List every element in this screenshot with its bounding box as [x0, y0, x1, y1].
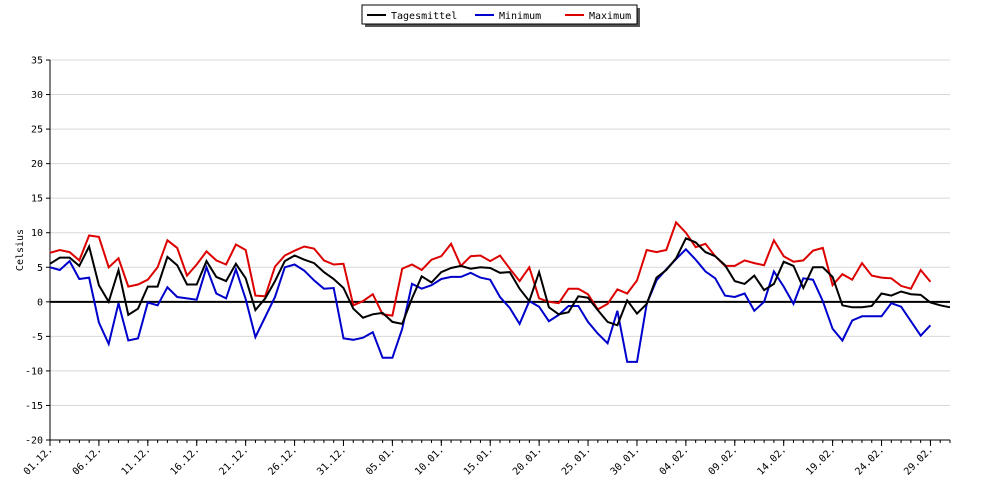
legend-label-minimum: Minimum [499, 11, 541, 22]
series-line-maximum [49, 220, 932, 317]
y-tick-label: 20 [31, 159, 43, 170]
x-tick-labels: 01.12. 06.12. 11.12. 16.12. 21.12. 26.12. 31.1… [22, 444, 936, 477]
y-tick-label: 0 [37, 297, 43, 308]
x-tick-label: 21.12. [217, 444, 250, 477]
legend-label-maximum: Maximum [589, 11, 631, 22]
legend-item-tagesmittel: Tagesmittel [367, 11, 457, 22]
x-tick-label: 31.12. [315, 444, 348, 477]
series-lines [49, 220, 951, 363]
y-tick-label: 5 [37, 263, 43, 274]
x-tick-label: 11.12. [120, 444, 153, 477]
x-tick-label: 10.01. [413, 444, 446, 477]
legend-item-maximum: Maximum [565, 11, 631, 22]
y-tick-label: -15 [25, 401, 43, 412]
x-tick-label: 04.02. [658, 444, 691, 477]
y-tick-label: 30 [31, 90, 43, 101]
series-line-minimum [49, 247, 932, 363]
x-tick-label: 16.12. [169, 444, 202, 477]
gridlines [50, 59, 950, 441]
x-tick-label: 14.02. [755, 444, 788, 477]
y-tick-labels: 35 30 25 20 15 10 5 0 -5 -10 -15 -20 [25, 56, 43, 447]
x-tick-label: 29.02. [902, 444, 935, 477]
legend: Tagesmittel Minimum Maximum [361, 4, 640, 27]
y-axis-label: Celsius [15, 229, 26, 271]
legend-label-tagesmittel: Tagesmittel [391, 11, 457, 22]
x-tick-label: 19.02. [804, 444, 837, 477]
x-tick-label: 09.02. [707, 444, 740, 477]
y-tick-label: -10 [25, 366, 43, 377]
x-tick-label: 24.02. [853, 444, 886, 477]
y-tick-label: 25 [31, 125, 43, 136]
y-tick-label: 10 [31, 228, 43, 239]
series-line-tagesmittel [49, 237, 951, 327]
y-tick-label: -20 [25, 436, 43, 447]
x-tick-label: 30.01. [609, 444, 642, 477]
x-tick-label: 01.12. [22, 444, 55, 477]
x-tick-label: 25.01. [560, 444, 593, 477]
legend-box [361, 4, 638, 25]
y-tick-label: -5 [31, 332, 43, 343]
y-tick-label: 15 [31, 194, 43, 205]
x-tick-label: 26.12. [266, 444, 299, 477]
x-tick-label: 15.01. [462, 444, 495, 477]
legend-item-minimum: Minimum [475, 11, 541, 22]
y-tick-label: 35 [31, 56, 43, 67]
axes [46, 59, 951, 446]
x-tick-label: 05.01. [364, 444, 397, 477]
x-tick-label: 20.01. [511, 444, 544, 477]
x-tick-label: 06.12. [71, 444, 104, 477]
